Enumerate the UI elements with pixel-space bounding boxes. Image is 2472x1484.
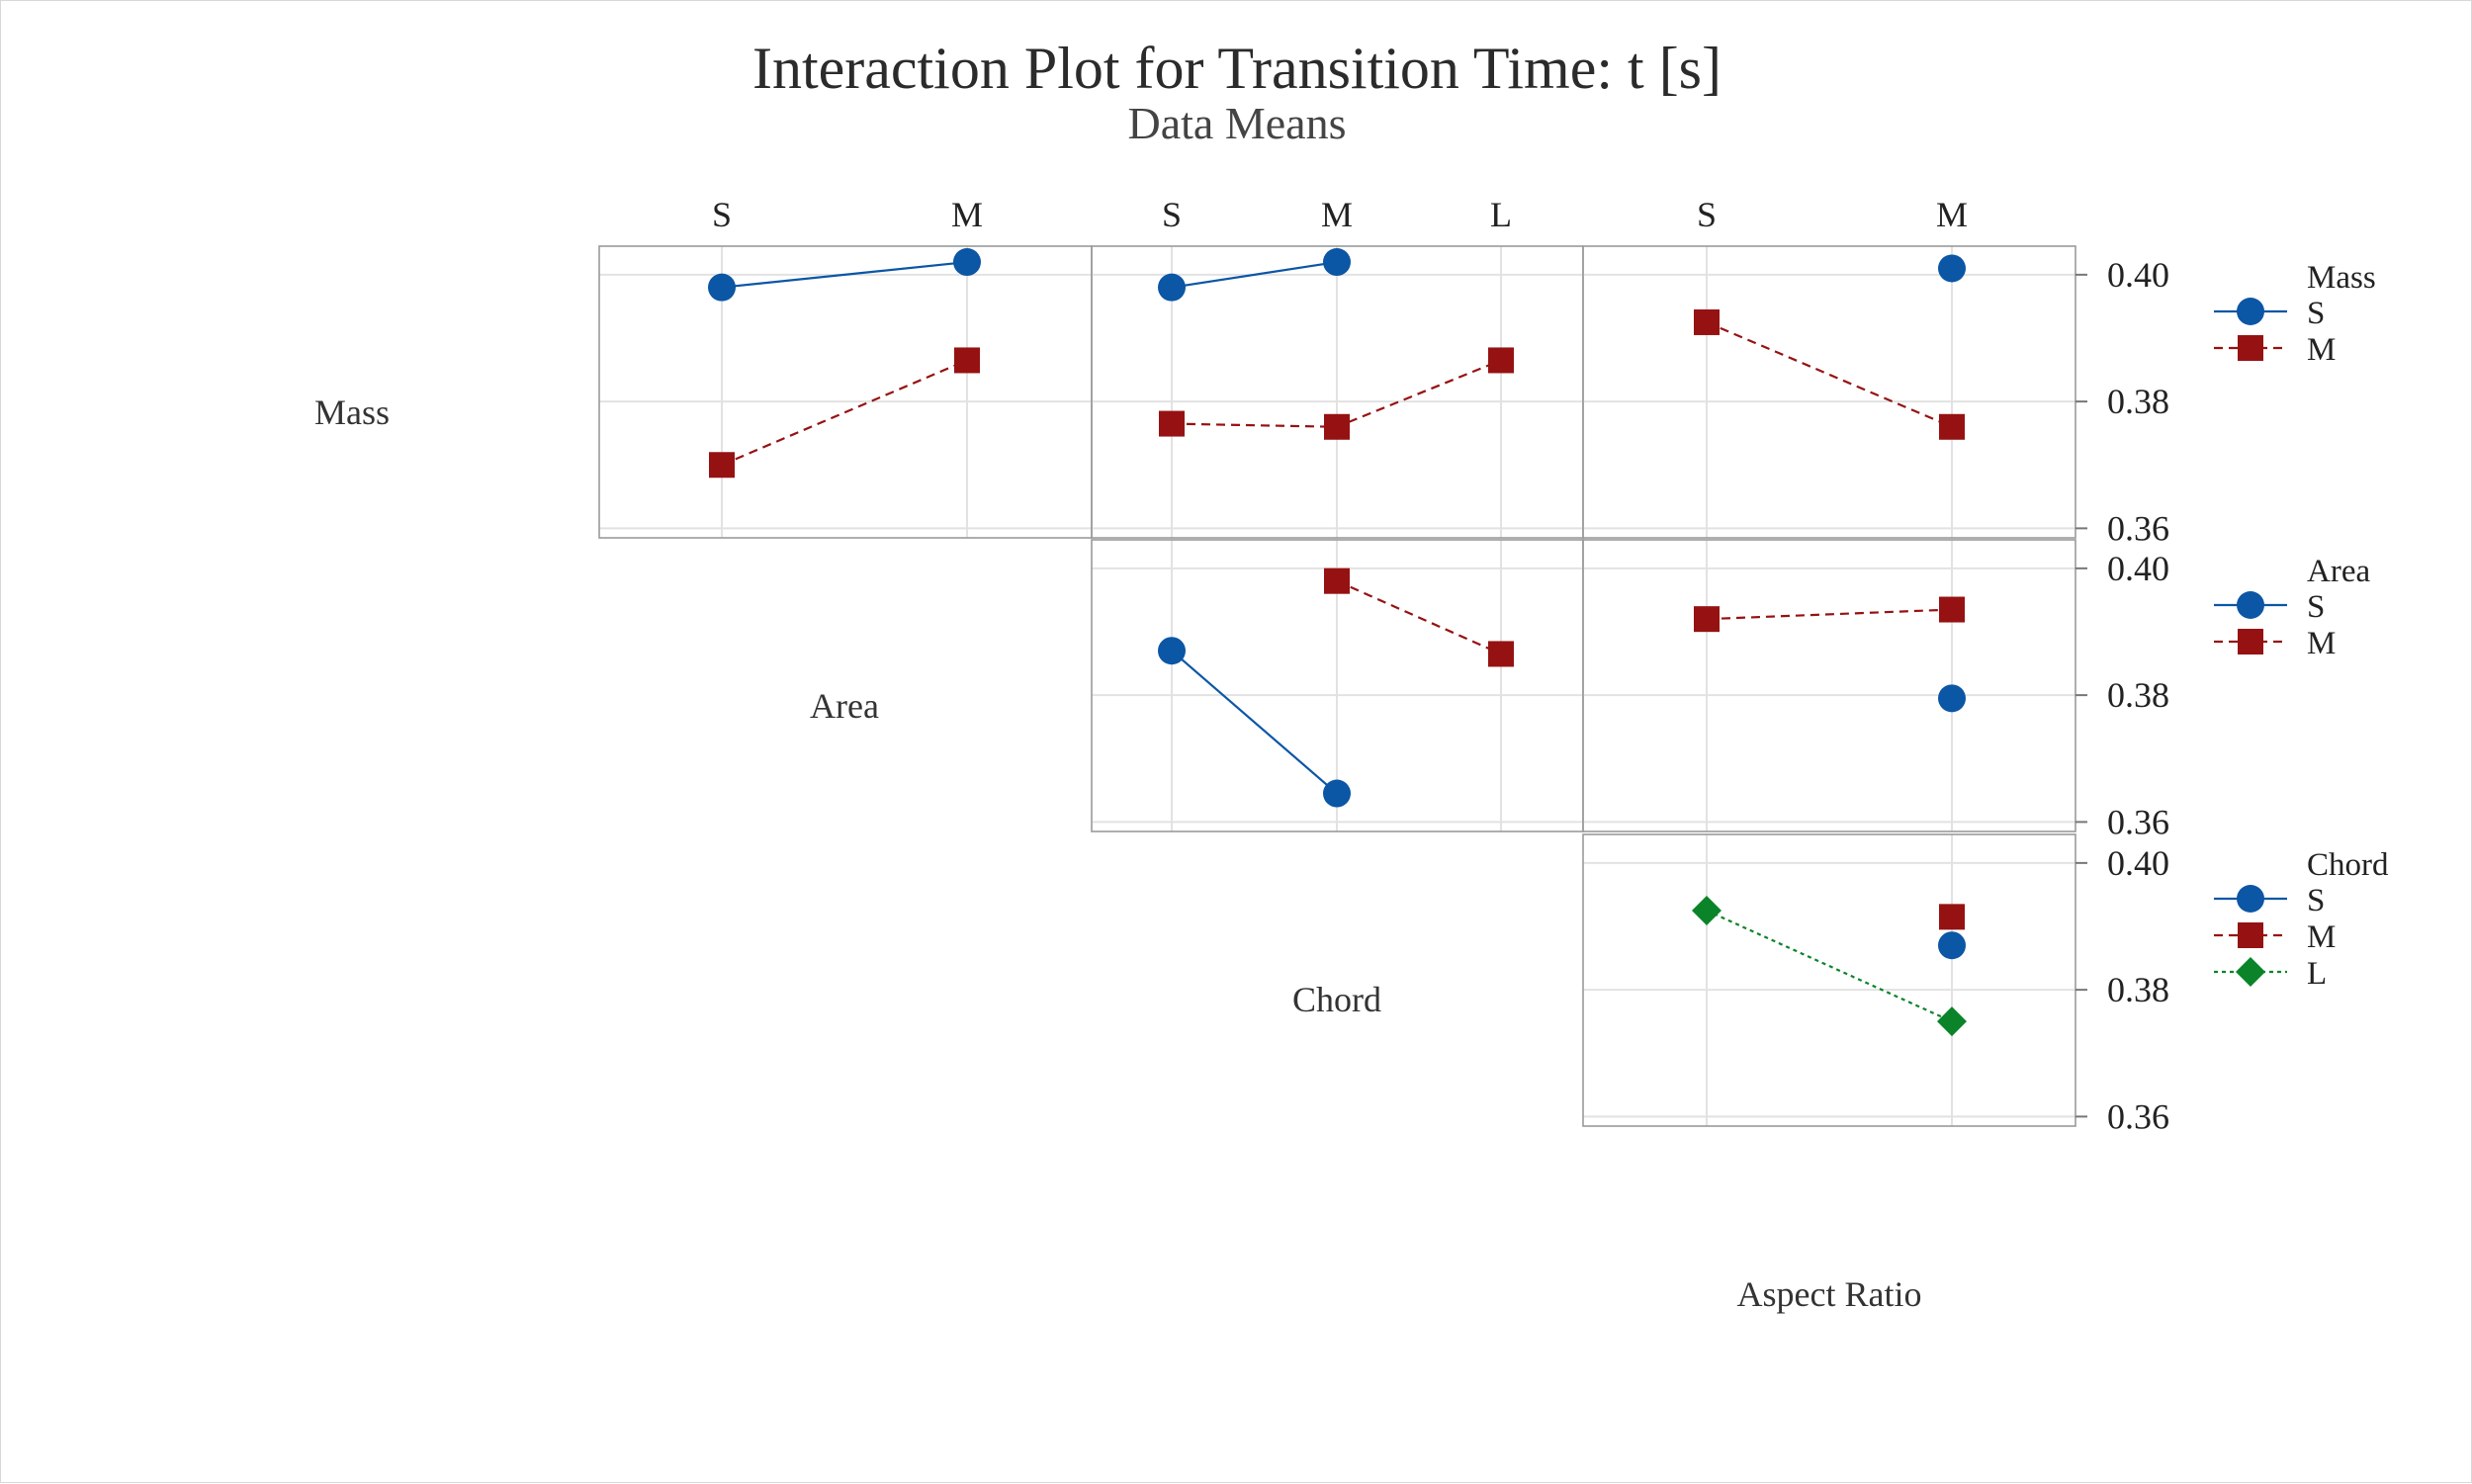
x-tick-aspect-ratio-s: S	[1697, 195, 1717, 234]
legend-title-chord: Chord	[2307, 847, 2389, 883]
plot-layer: S M S M L S M0.360.380.400.360.380.400.360.380…	[314, 195, 2389, 1314]
data-point-chord-by-aspect-ratio-s-m	[1938, 931, 1966, 960]
x-tick-area-s: S	[1162, 195, 1182, 234]
y-tick-label-row0-0.40: 0.40	[2107, 255, 2169, 295]
data-point-area-by-area-m-l	[1488, 641, 1514, 667]
series-line-mass-by-mass-s	[721, 260, 968, 289]
legend-marker-mass-m	[2238, 335, 2263, 361]
panel-chord-by-aspect-ratio	[1582, 833, 2076, 1127]
data-point-mass-by-aspect-ratio-s-m	[1938, 254, 1966, 283]
panel-area-by-aspect-ratio	[1582, 539, 2076, 832]
legend-label-mass-s: S	[2307, 296, 2325, 331]
data-point-area-by-area-s-s	[1158, 637, 1186, 665]
legend-label-mass-m: M	[2307, 332, 2336, 368]
legend-label-area-s: S	[2307, 589, 2325, 625]
x-tick-area-m: M	[1321, 195, 1353, 234]
data-point-chord-by-aspect-ratio-l-m	[1937, 1006, 1967, 1037]
data-point-chord-by-aspect-ratio-l-s	[1692, 895, 1722, 925]
x-tick-area-l: L	[1490, 195, 1512, 234]
factor-label-area: Area	[810, 686, 879, 726]
y-tick-label-row0-0.36: 0.36	[2107, 508, 2169, 548]
series-line-area-by-area-s	[1171, 650, 1338, 795]
series-line-area-by-area-m	[1336, 579, 1502, 655]
data-point-area-by-aspect-ratio-m-s	[1694, 606, 1720, 633]
legend-title-area: Area	[2307, 554, 2370, 589]
series-line-area-by-aspect-ratio-m	[1706, 608, 1953, 621]
legend-label-chord-l: L	[2307, 956, 2327, 992]
data-point-mass-by-area-m-l	[1488, 347, 1514, 374]
panel-mass-by-aspect-ratio	[1582, 245, 2076, 539]
data-point-mass-by-area-m-m	[1324, 413, 1350, 440]
panel-mass-by-mass	[598, 245, 1093, 539]
x-tick-mass-m: M	[951, 195, 983, 234]
data-point-area-by-area-m-m	[1324, 567, 1350, 594]
legend-marker-area-s	[2237, 591, 2264, 619]
legend-marker-chord-s	[2237, 885, 2264, 913]
series-line-mass-by-aspect-ratio-m	[1706, 320, 1953, 428]
factor-label-aspect-ratio: Aspect Ratio	[1737, 1274, 1922, 1314]
x-tick-aspect-ratio-m: M	[1936, 195, 1968, 234]
data-point-mass-by-mass-s-s	[708, 273, 736, 302]
y-tick-label-row2-0.36: 0.36	[2107, 1096, 2169, 1136]
data-point-mass-by-area-s-m	[1323, 248, 1351, 277]
data-point-mass-by-area-s-s	[1158, 273, 1186, 302]
y-tick-label-row2-0.38: 0.38	[2107, 970, 2169, 1009]
series-line-mass-by-mass-m	[721, 359, 968, 467]
factor-label-mass: Mass	[314, 393, 390, 432]
series-line-chord-by-aspect-ratio-l	[1706, 909, 1953, 1023]
data-point-mass-by-area-m-s	[1159, 410, 1185, 437]
x-tick-mass-s: S	[712, 195, 732, 234]
series-line-mass-by-area-s	[1171, 260, 1338, 289]
data-point-mass-by-mass-m-s	[709, 452, 735, 479]
legend-marker-area-m	[2238, 629, 2263, 655]
legend-label-chord-s: S	[2307, 883, 2325, 918]
legend-marker-chord-m	[2238, 922, 2263, 948]
chart-title: Interaction Plot for Transition Time: t …	[752, 36, 1722, 101]
y-tick-label-row1-0.36: 0.36	[2107, 802, 2169, 841]
legend-label-area-m: M	[2307, 626, 2336, 661]
data-point-area-by-area-s-m	[1323, 779, 1351, 808]
y-tick-label-row2-0.40: 0.40	[2107, 843, 2169, 883]
data-point-chord-by-aspect-ratio-m-m	[1939, 904, 1965, 930]
y-tick-label-row1-0.40: 0.40	[2107, 549, 2169, 588]
chart-subtitle: Data Means	[1128, 98, 1347, 148]
y-tick-label-row1-0.38: 0.38	[2107, 675, 2169, 715]
data-point-mass-by-aspect-ratio-m-m	[1939, 413, 1965, 440]
data-point-mass-by-aspect-ratio-m-s	[1694, 308, 1720, 335]
legend-marker-mass-s	[2237, 298, 2264, 325]
legend-title-mass: Mass	[2307, 260, 2376, 296]
factor-label-chord: Chord	[1292, 980, 1381, 1019]
data-point-area-by-aspect-ratio-s-m	[1938, 684, 1966, 713]
y-tick-label-row0-0.38: 0.38	[2107, 382, 2169, 421]
data-point-mass-by-mass-s-m	[953, 248, 981, 277]
legend-label-chord-m: M	[2307, 919, 2336, 955]
legend-marker-chord-l	[2236, 957, 2265, 987]
data-point-mass-by-mass-m-m	[954, 347, 980, 374]
data-point-area-by-aspect-ratio-m-m	[1939, 596, 1965, 623]
